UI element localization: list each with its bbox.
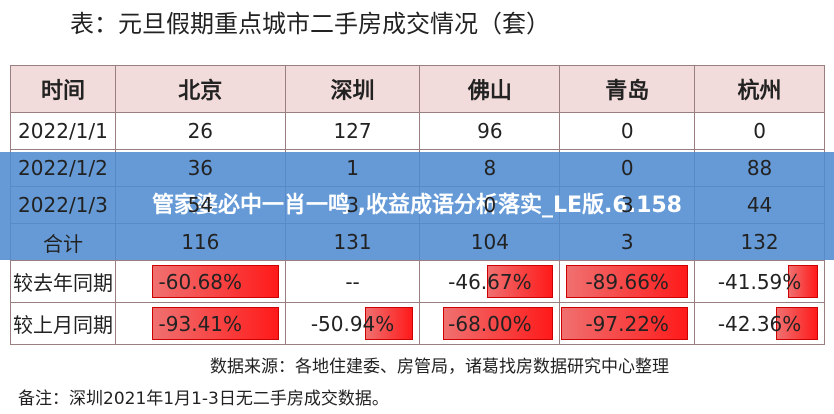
cell-text: 36 [187,156,214,180]
overlay-banner: 管家婆必中一肖一鸣 ,收益成语分析落实_LE版.6.158 [0,152,834,260]
table-cell: -- [284,260,421,303]
cell-text: 8 [483,156,497,180]
cell-text: 0 [483,193,497,217]
cell-text: 0 [753,119,766,143]
title: 表：元旦假期重点城市二手房成交情况（套） [70,10,550,38]
table-cell: 26 [114,112,286,150]
header-cell: 杭州 [694,65,825,113]
table-row: 2022/1/1 26 127 96 0 0 [10,112,825,150]
cell-text: 合计 [42,231,83,256]
header-cell: 时间 [10,65,116,113]
table-cell: 0 [694,112,825,150]
cell-text: -41.59% [717,269,802,294]
cell-text: -97.22% [585,311,669,336]
cell-text: 2022/1/2 [18,156,108,180]
header-cell: 北京 [114,65,286,113]
table-row: 较去年同期 -60.68% -- -46.67% -89.66% -41.59% [10,260,825,303]
table-cell: 较上月同期 [10,302,116,345]
table-cell: -41.59% [694,260,825,303]
table-cell: -50.94% [284,302,421,345]
cell-text: 132 [740,230,779,254]
table-cell: -89.66% [559,260,696,303]
data-bar [788,265,818,298]
data-bar [443,307,554,340]
header-cell: 佛山 [419,65,561,113]
cell-text: 0 [620,119,634,143]
table-cell: -68.00% [419,302,561,345]
cell-text: -68.00% [448,311,532,336]
table-cell: -60.68% [114,260,286,303]
cell-text: 2022/1/3 [18,193,108,217]
cell-text: 96 [477,119,503,143]
data-bar [487,265,554,298]
data-bar [151,265,279,298]
data-bar [776,307,818,340]
table-cell: 96 [419,112,561,150]
note: 备注：深圳2021年1月1-3日无二手房成交数据。 [18,389,389,409]
table-cell: -46.67% [419,260,561,303]
cell-text: 较去年同期 [12,271,113,295]
cell-text: 54 [187,193,214,217]
table-cell: 127 [284,112,421,150]
data-bar [151,307,279,340]
header-cell: 深圳 [284,65,421,113]
cell-text: -60.68% [158,269,243,294]
source: 数据来源：各地住建委、房管局，诸葛找房数据研究中心整理 [210,357,669,377]
data-bar [561,307,689,340]
cell-text: -42.36% [717,311,802,336]
cell-text: 1 [346,156,359,180]
cell-text: -50.94% [310,311,395,336]
table-cell: -42.36% [694,302,825,345]
cell-text: 26 [187,119,214,143]
table-cell: 0 [559,112,696,150]
data-bar [566,265,689,298]
cell-text: 3 [620,230,634,254]
cell-text: -93.41% [158,311,243,336]
cell-text: 较上月同期 [12,313,113,337]
cell-text: 3 [346,193,359,217]
cell-text: 2022/1/1 [18,119,108,143]
cell-text: 0 [620,156,634,180]
table-cell: 2022/1/1 [10,112,116,150]
cell-text: 44 [746,193,773,217]
cell-text: 127 [333,119,372,143]
data-bar [365,307,414,340]
table-cell: -97.22% [559,302,696,345]
cell-text: 3 [620,193,634,217]
cell-text: 116 [181,230,220,254]
table-cell: 较去年同期 [10,260,116,303]
header-cell: 青岛 [559,65,696,113]
cell-text: -89.66% [585,269,669,294]
cell-text: -46.67% [448,269,532,294]
cell-text: 131 [333,230,372,254]
cell-text: -- [345,269,360,294]
cell-text: 88 [746,156,773,180]
table-cell: -93.41% [114,302,286,345]
table-row: 较上月同期 -93.41% -50.94% -68.00% -97.22% -42.36% [10,302,825,345]
cell-text: 104 [470,230,509,254]
header-row: 时间 北京 深圳 佛山 青岛 杭州 [10,65,825,113]
